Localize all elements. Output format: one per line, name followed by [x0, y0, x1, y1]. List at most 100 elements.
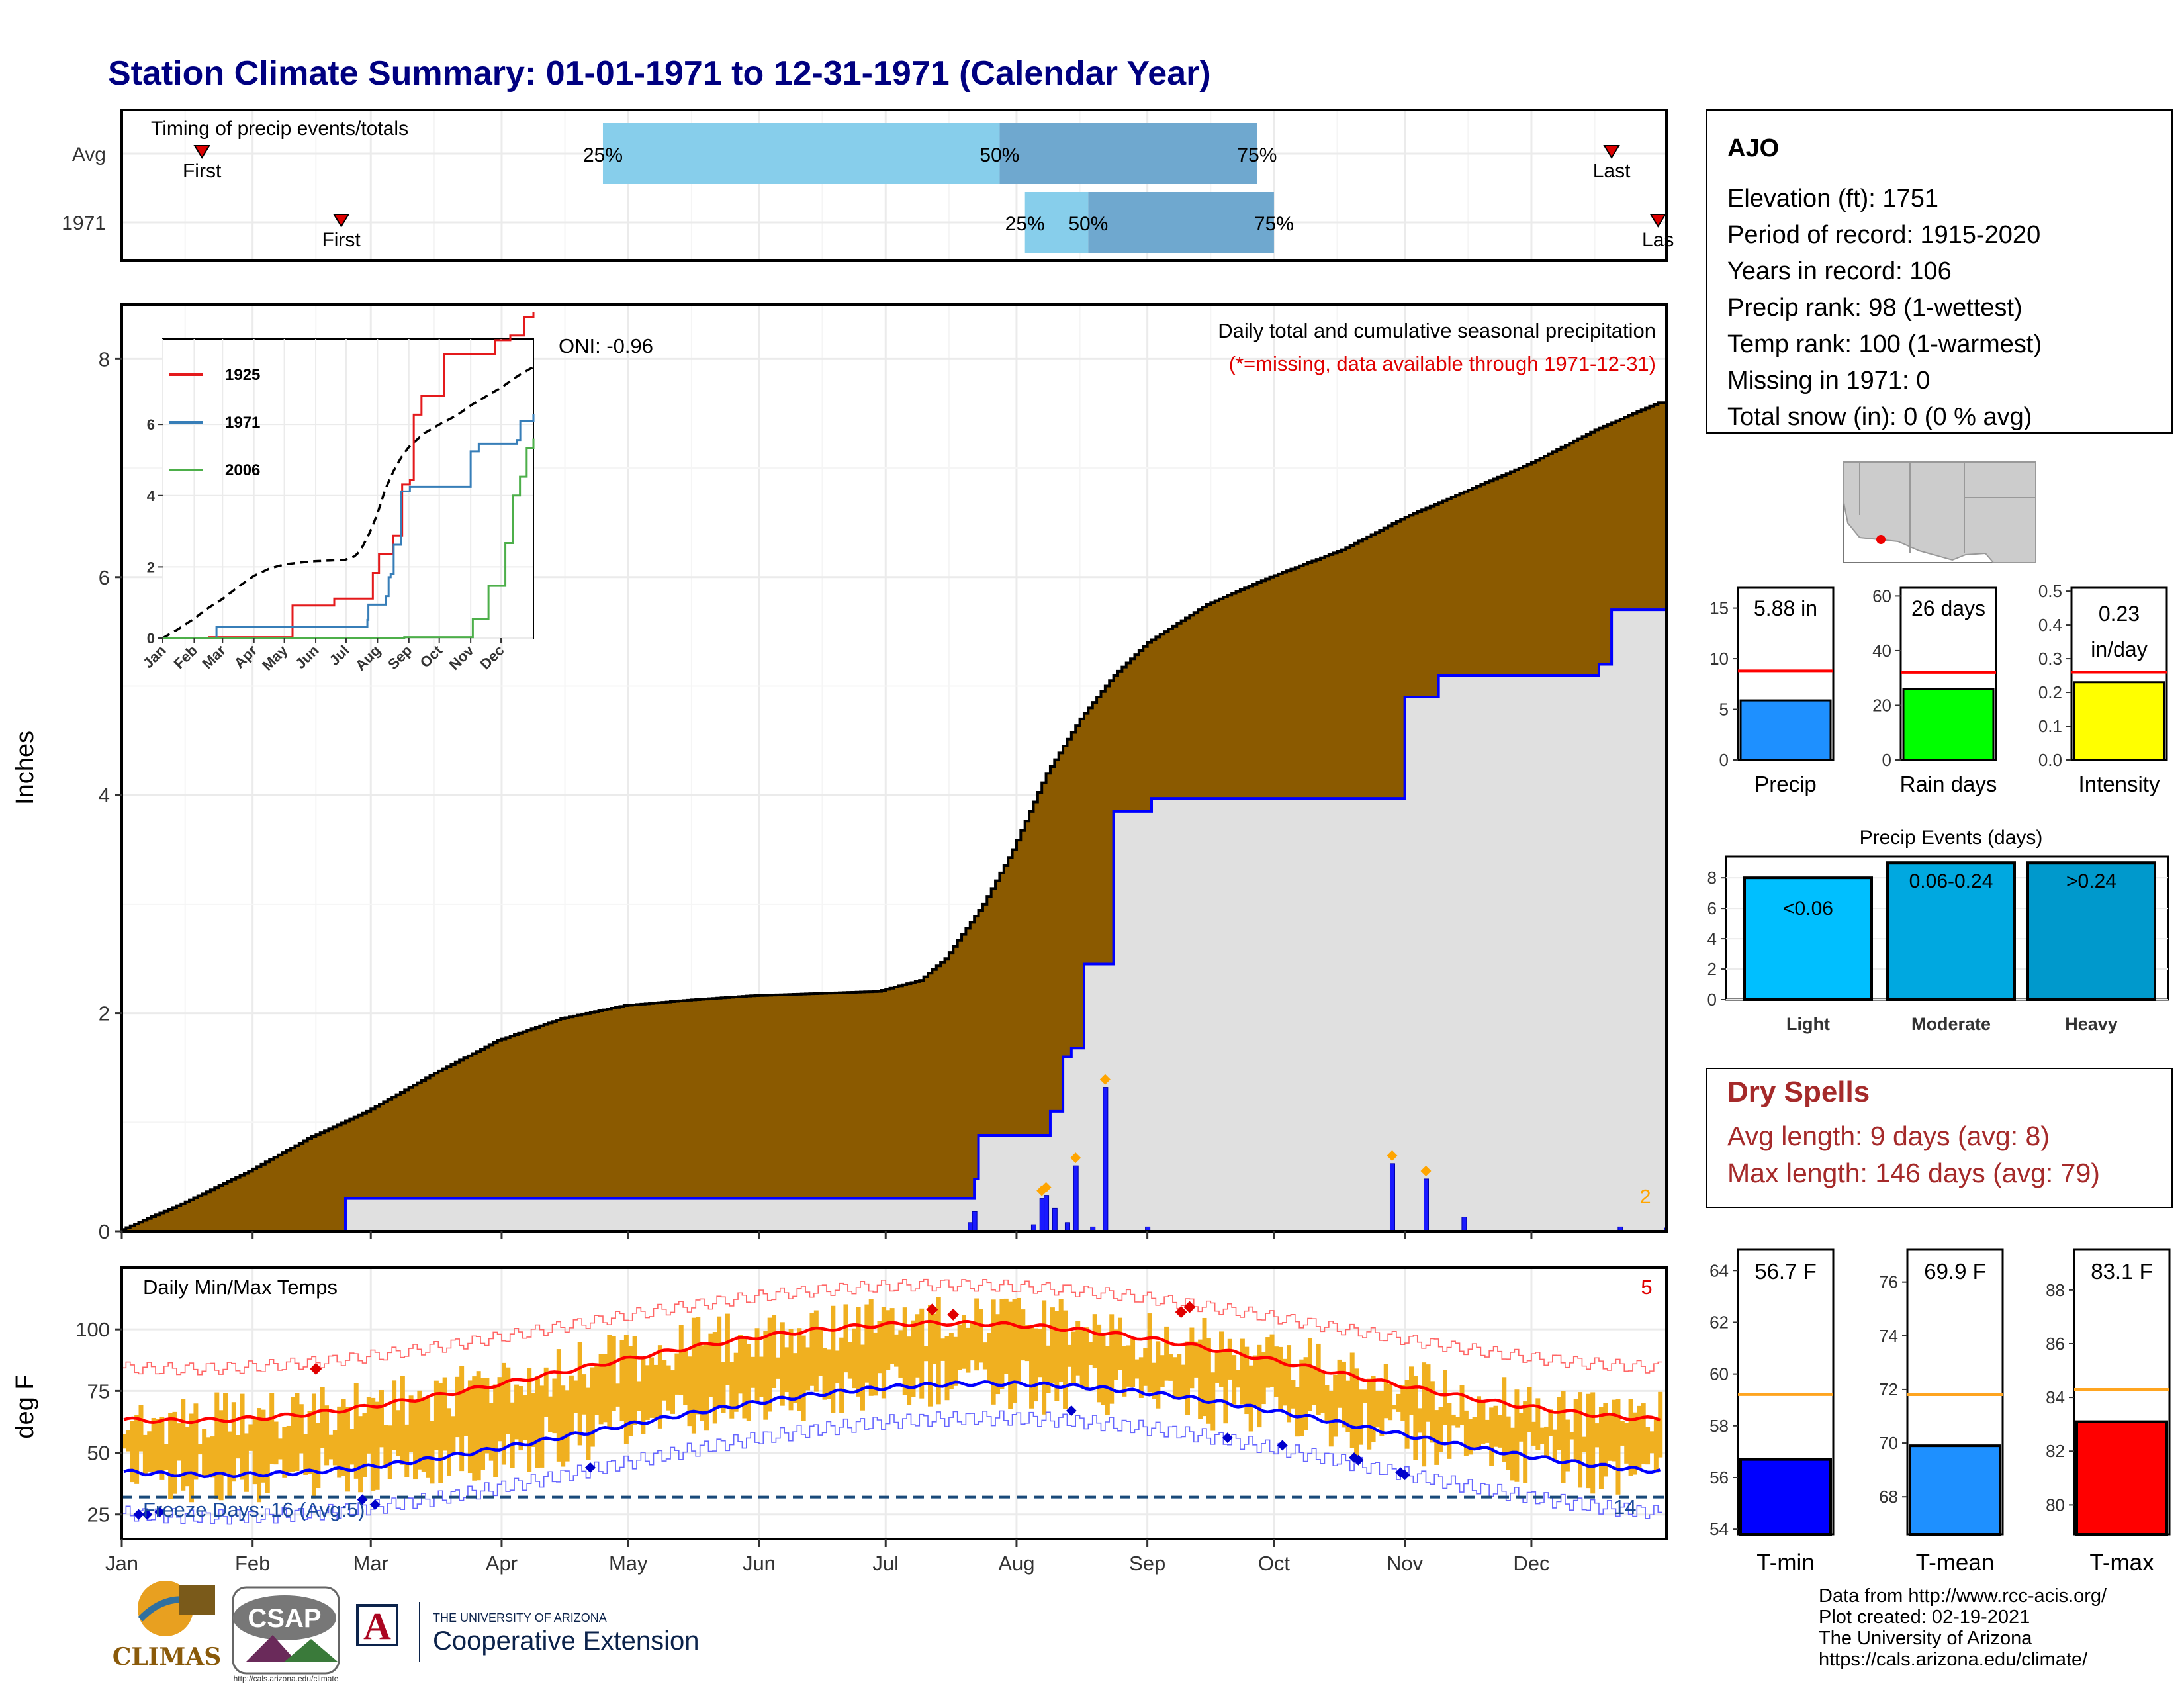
daily-temp-bar	[227, 1431, 232, 1499]
daily-temp-bar	[197, 1444, 203, 1455]
daily-temp-bar	[142, 1434, 148, 1474]
daily-temp-bar	[185, 1426, 190, 1487]
month-label: Aug	[998, 1552, 1034, 1575]
summary-bar-2	[2073, 681, 2165, 761]
daily-temp-bar	[784, 1347, 790, 1393]
station-info-line: Years in record: 106	[1727, 258, 1952, 285]
heavy-event-marker	[1420, 1165, 1432, 1176]
daily-temp-bar	[788, 1329, 794, 1411]
events-y-tick-label: 2	[1707, 959, 1717, 979]
daily-temp-bar	[210, 1436, 215, 1478]
daily-temp-bar	[1042, 1300, 1047, 1415]
daily-temp-bar	[628, 1346, 633, 1436]
daily-temp-bar	[159, 1417, 165, 1480]
daily-temp-bar	[1404, 1380, 1410, 1449]
daily-temp-bar	[1248, 1365, 1253, 1432]
summary-y-tick-label: 0	[1719, 750, 1729, 770]
daily-temp-bar	[1502, 1377, 1507, 1462]
daily-temp-bar	[1134, 1359, 1140, 1379]
month-label: May	[609, 1552, 648, 1575]
daily-temp-bar	[1253, 1355, 1258, 1406]
daily-temp-bar	[1130, 1338, 1136, 1387]
daily-temp-bar	[662, 1360, 667, 1401]
daily-temp-bar	[1083, 1327, 1089, 1387]
daily-temp-bar	[982, 1342, 987, 1370]
daily-temp-bar	[902, 1307, 907, 1395]
timing-p75-label: 75%	[1254, 213, 1294, 235]
daily-temp-bar	[552, 1378, 557, 1434]
inset-legend-label: 1971	[225, 414, 260, 432]
daily-temp-bar	[860, 1344, 865, 1411]
daily-temp-bar	[1514, 1389, 1520, 1482]
daily-temp-bar	[417, 1390, 422, 1470]
summary-y-tick-label: 60	[1872, 586, 1891, 606]
daily-temp-bar	[809, 1313, 815, 1386]
daily-temp-bar	[670, 1370, 675, 1414]
daily-temp-bar	[886, 1310, 891, 1370]
daily-temp-bar	[548, 1396, 553, 1432]
month-label: Feb	[235, 1552, 270, 1575]
daily-temp-bar	[974, 1298, 979, 1371]
daily-temp-bar	[1054, 1311, 1060, 1401]
timing-p75-label: 75%	[1237, 144, 1277, 166]
timing-bar-25-50	[602, 123, 1000, 184]
daily-temp-bar	[1518, 1413, 1524, 1442]
timing-p25-label: 25%	[1005, 213, 1045, 235]
daily-temp-bar	[1510, 1427, 1516, 1481]
daily-temp-bar	[1071, 1331, 1076, 1385]
daily-temp-bar	[1202, 1317, 1207, 1417]
temp-summary-y-tick-label: 70	[1879, 1433, 1898, 1453]
daily-temp-bar	[995, 1314, 1001, 1395]
event-bar-1	[1886, 861, 2016, 1002]
daily-temp-bar	[514, 1384, 520, 1440]
summary-label: Rain days	[1900, 772, 1997, 796]
daily-temp-bar	[396, 1410, 401, 1456]
daily-temp-bar	[307, 1411, 312, 1474]
daily-temp-bar	[835, 1350, 840, 1384]
summary-value-text-line2: in/day	[2091, 637, 2147, 661]
daily-temp-bar	[1349, 1352, 1355, 1448]
daily-temp-bar	[236, 1435, 241, 1459]
climas-logo: CLIMAS	[113, 1581, 222, 1671]
daily-temp-bar	[1012, 1299, 1017, 1403]
daily-temp-bar	[1050, 1307, 1055, 1383]
ua-big-text: Cooperative Extension	[433, 1626, 699, 1656]
daily-temp-bar	[1185, 1341, 1190, 1415]
daily-temp-bar	[214, 1392, 220, 1499]
timing-last-marker	[1649, 214, 1667, 228]
daily-temp-bar	[1472, 1417, 1477, 1449]
climas-logo-text: CLIMAS	[113, 1643, 222, 1671]
daily-temp-bar	[1649, 1431, 1655, 1454]
daily-temp-bar	[1632, 1412, 1637, 1475]
daily-temp-bar	[345, 1407, 350, 1492]
record-high-marker	[947, 1308, 960, 1321]
daily-temp-bar	[451, 1416, 456, 1454]
daily-temp-bar	[295, 1393, 300, 1472]
daily-temp-bar	[240, 1393, 245, 1480]
daily-temp-bar	[303, 1434, 308, 1475]
daily-temp-bar	[193, 1403, 199, 1480]
daily-temp-bar	[797, 1328, 802, 1411]
timing-first-label: First	[183, 160, 222, 182]
daily-temp-bar	[172, 1411, 177, 1494]
temp-y-tick-label: 75	[87, 1380, 110, 1403]
ua-letter: A	[363, 1605, 391, 1648]
daily-temp-bar	[813, 1310, 819, 1392]
daily-temp-bar	[1324, 1385, 1330, 1422]
freeze-days-count: 14	[1614, 1495, 1636, 1519]
event-label: Moderate	[1911, 1014, 1991, 1034]
summary-y-tick-label: 0.3	[2038, 649, 2062, 669]
daily-temp-bar	[582, 1374, 587, 1415]
precip-y-tick-label: 8	[99, 348, 110, 371]
daily-temp-bar	[1147, 1313, 1152, 1393]
daily-temp-bar	[1105, 1346, 1110, 1415]
daily-temp-bar	[721, 1362, 726, 1413]
daily-temp-bar	[265, 1418, 270, 1493]
daily-precip-bar	[1030, 1224, 1036, 1231]
daily-temp-bar	[1392, 1405, 1397, 1410]
daily-temp-bar	[1079, 1327, 1085, 1387]
daily-temp-bar	[316, 1423, 321, 1489]
daily-temp-bar	[1273, 1346, 1279, 1397]
precip-y-tick-label: 0	[99, 1220, 110, 1243]
daily-temp-bar	[1232, 1355, 1237, 1405]
